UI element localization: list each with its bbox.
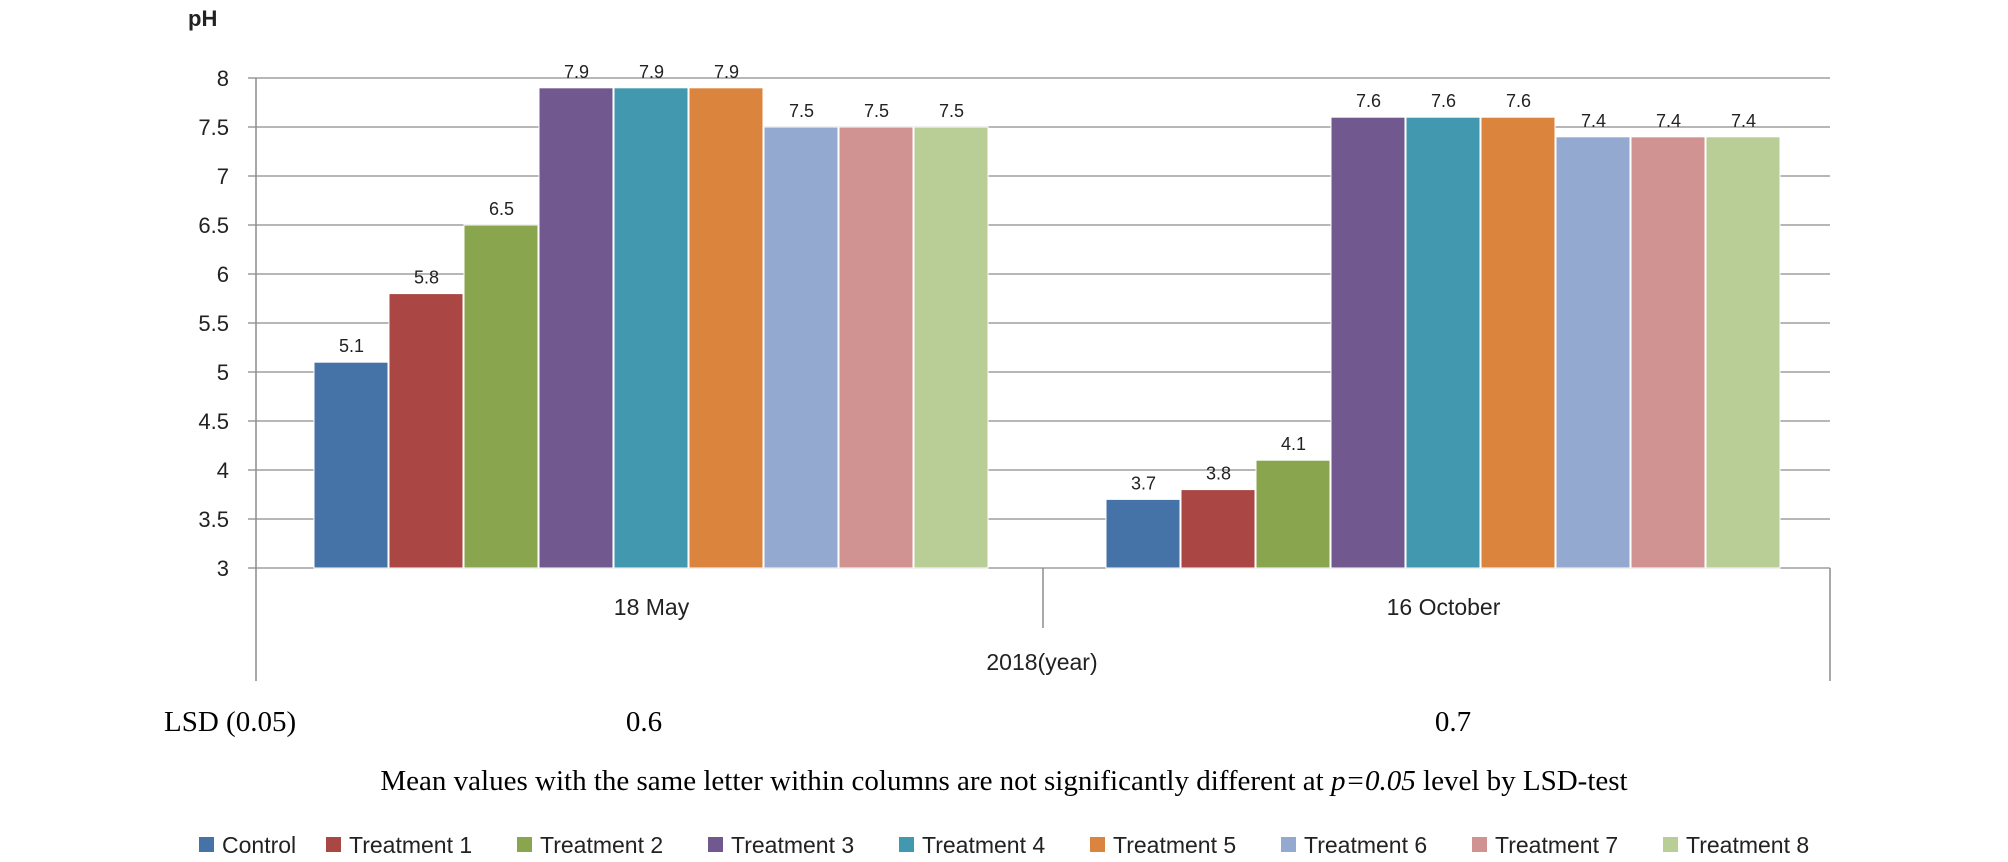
data-label: 5.8 <box>414 268 439 288</box>
bar-treatment-6-18-may <box>763 126 839 569</box>
y-tick-label: 6 <box>217 262 229 287</box>
legend-swatch <box>899 837 914 852</box>
legend-entry: Treatment 2 <box>540 832 663 858</box>
lsd-label: LSD (0.05) <box>164 706 296 738</box>
bars <box>313 87 1781 569</box>
y-tick-label: 8 <box>217 66 229 91</box>
legend-swatch <box>1663 837 1678 852</box>
data-label: 7.5 <box>939 101 964 121</box>
y-tick-label: 4.5 <box>198 409 229 434</box>
bar-treatment-6-16-october <box>1555 136 1631 569</box>
footnote: Mean values with the same letter within … <box>380 765 1627 797</box>
bar-treatment-1-18-may <box>388 293 464 569</box>
axes: 3 3.5 4 4.5 5 5.5 6 6.5 7 7.5 8 18 May 16 October <box>198 66 1831 681</box>
bar-treatment-7-18-may <box>838 126 914 569</box>
legend-swatch <box>708 837 723 852</box>
bar-treatment-5-18-may <box>688 87 764 569</box>
legend: Control Treatment 1 Treatment 2 Treatment 3… <box>199 832 1809 858</box>
y-tick-label: 3 <box>217 556 229 581</box>
legend-swatch <box>199 837 214 852</box>
legend-swatch <box>1281 837 1296 852</box>
legend-entry: Treatment 1 <box>349 832 472 858</box>
data-label: 7.9 <box>714 62 739 82</box>
bar-treatment-8-18-may <box>913 126 989 569</box>
data-label: 7.6 <box>1356 91 1381 111</box>
data-label: 7.4 <box>1656 111 1681 131</box>
footnote-prefix: Mean values with the same letter within … <box>380 765 1331 797</box>
y-tick-label: 4 <box>217 458 229 483</box>
legend-swatch <box>1472 837 1487 852</box>
legend-entry: Treatment 5 <box>1113 832 1236 858</box>
legend-swatch <box>326 837 341 852</box>
bar-treatment-2-16-october <box>1255 459 1331 569</box>
category-label: 18 May <box>614 594 690 620</box>
legend-entry: Treatment 7 <box>1495 832 1618 858</box>
bar-treatment-4-16-october <box>1405 116 1481 569</box>
bar-treatment-4-18-may <box>613 87 689 569</box>
lsd-value-18-may: 0.6 <box>626 706 662 738</box>
bar-control-16-october <box>1105 498 1181 569</box>
data-label: 5.1 <box>339 336 364 356</box>
data-label: 3.8 <box>1206 464 1231 484</box>
footnote-suffix: level by LSD-test <box>1416 765 1628 797</box>
data-label: 3.7 <box>1131 473 1156 493</box>
footnote-italic: p=0.05 <box>1329 765 1416 797</box>
data-label: 7.9 <box>564 62 589 82</box>
legend-swatch <box>1090 837 1105 852</box>
lsd-value-16-october: 0.7 <box>1435 706 1471 738</box>
y-axis-title: pH <box>188 6 217 31</box>
y-tick-label: 3.5 <box>198 507 229 532</box>
data-label: 4.1 <box>1281 434 1306 454</box>
y-tick-label: 7.5 <box>198 115 229 140</box>
data-label: 7.4 <box>1581 111 1606 131</box>
data-labels: 5.1 5.8 6.5 7.9 7.9 7.9 7.5 7.5 7.5 3.7 3.8 4.1 7.6 7… <box>339 62 1756 494</box>
data-label: 7.6 <box>1431 91 1456 111</box>
data-label: 7.9 <box>639 62 664 82</box>
bar-treatment-5-16-october <box>1480 116 1556 569</box>
bar-treatment-2-18-may <box>463 224 539 569</box>
legend-swatch <box>517 837 532 852</box>
y-tick-label: 7 <box>217 164 229 189</box>
bar-treatment-3-16-october <box>1330 116 1406 569</box>
bar-treatment-3-18-may <box>538 87 614 569</box>
data-label: 7.5 <box>864 101 889 121</box>
y-tick-label: 6.5 <box>198 213 229 238</box>
legend-entry: Treatment 8 <box>1686 832 1809 858</box>
data-label: 7.5 <box>789 101 814 121</box>
category-label: 16 October <box>1387 594 1501 620</box>
bar-control-18-may <box>313 361 389 569</box>
data-label: 7.6 <box>1506 91 1531 111</box>
legend-entry: Treatment 6 <box>1304 832 1427 858</box>
data-label: 6.5 <box>489 199 514 219</box>
data-label: 7.4 <box>1731 111 1756 131</box>
bar-treatment-1-16-october <box>1180 489 1256 569</box>
bar-treatment-8-16-october <box>1705 136 1781 569</box>
legend-entry: Treatment 4 <box>922 832 1045 858</box>
y-tick-label: 5 <box>217 360 229 385</box>
y-tick-label: 5.5 <box>198 311 229 336</box>
bar-treatment-7-16-october <box>1630 136 1706 569</box>
x-axis-title: 2018(year) <box>986 649 1097 675</box>
legend-entry: Control <box>222 832 296 858</box>
legend-entry: Treatment 3 <box>731 832 854 858</box>
